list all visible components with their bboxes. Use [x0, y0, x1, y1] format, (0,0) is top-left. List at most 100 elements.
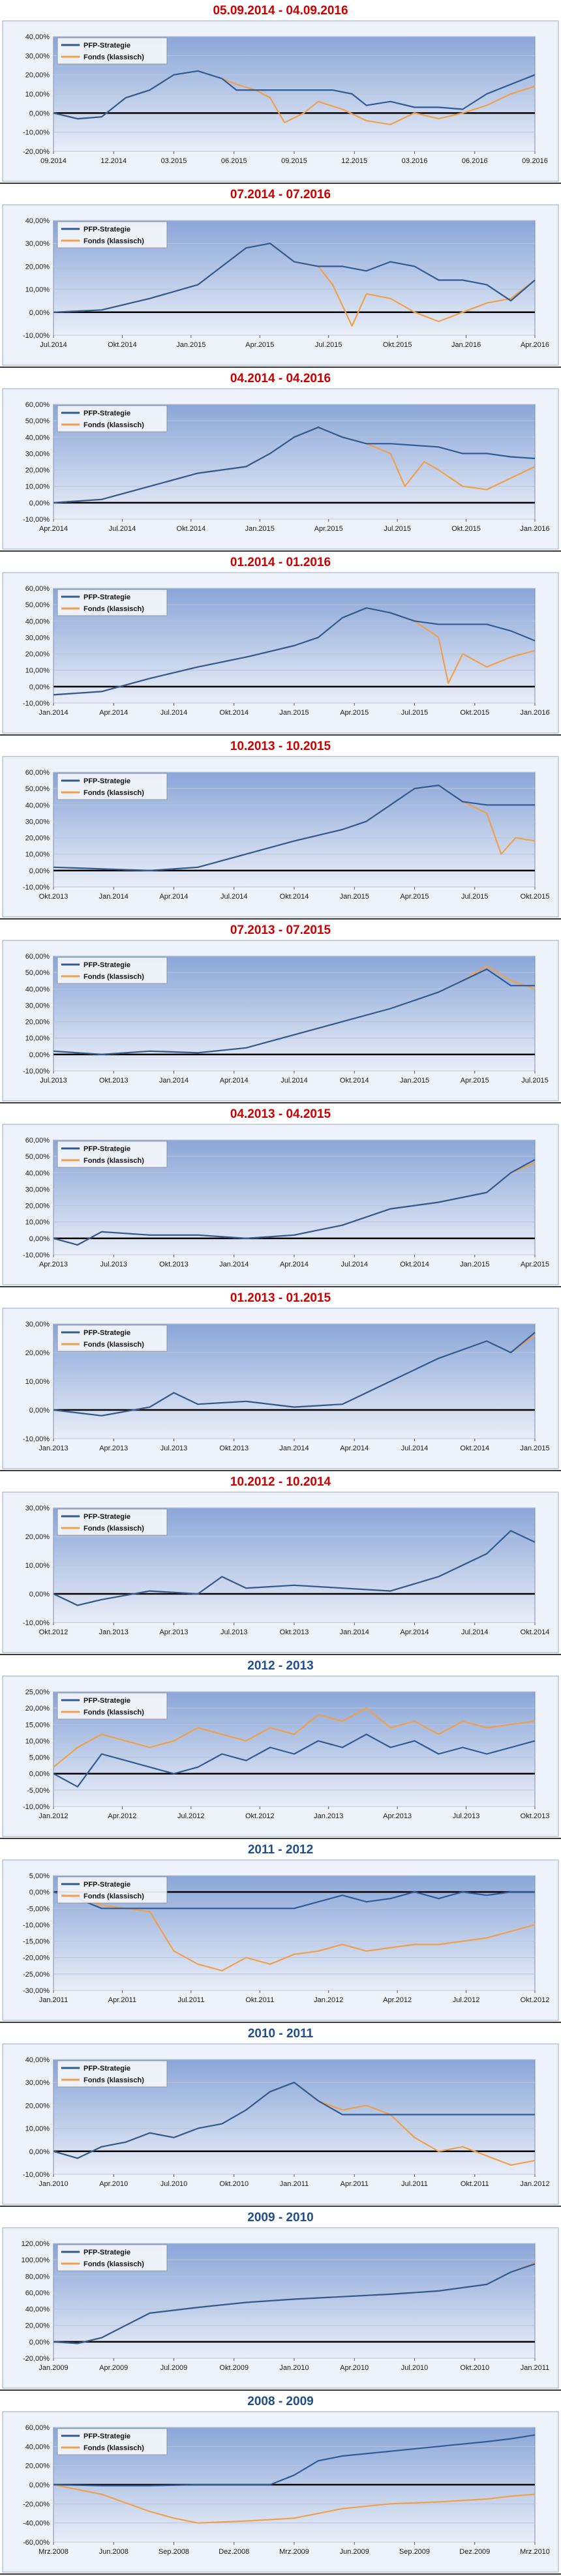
- x-tick-label: Okt.2013: [521, 1812, 550, 1820]
- x-tick-label: Apr.2015: [461, 1077, 489, 1085]
- legend: PFP-Strategie Fonds (klassisch): [57, 2428, 168, 2455]
- y-tick-label: 5,00%: [29, 1754, 50, 1762]
- x-tick-label: 09.2016: [522, 157, 548, 165]
- x-tick-label: Okt.2010: [219, 2180, 249, 2188]
- y-tick-label: 15,00%: [25, 1721, 50, 1729]
- y-tick-label: 30,00%: [25, 2079, 50, 2087]
- chart-svg: -10,00% 0,00% 10,00% 20,00% 30,00% 40,00% 50,0…: [2, 1124, 559, 1285]
- y-tick-label: 20,00%: [25, 1705, 50, 1713]
- y-tick-label: 20,00%: [25, 263, 50, 271]
- chart-panel: 04.2013 - 04.2015 -10,00% 0,00% 10,00% 20,00…: [0, 1103, 561, 1287]
- x-tick-label: Okt.2011: [461, 2180, 489, 2188]
- x-tick-label: Apr.2009: [99, 2364, 128, 2372]
- chart-svg: -10,00% -5,00% 0,00% 5,00% 10,00% 15,00% 20,00…: [2, 1675, 559, 1837]
- x-tick-label: Okt.2013: [159, 1261, 189, 1268]
- y-tick-label: 60,00%: [25, 953, 50, 961]
- chart-title: 07.2013 - 07.2015: [230, 923, 331, 937]
- y-tick-label: 20,00%: [25, 72, 50, 80]
- x-tick-label: 12.2015: [341, 157, 367, 165]
- legend: PFP-Strategie Fonds (klassisch): [57, 2244, 168, 2271]
- y-tick-label: 40,00%: [25, 801, 50, 809]
- legend-label-strategy: PFP-Strategie: [83, 1145, 130, 1153]
- y-tick-label: 10,00%: [25, 483, 50, 491]
- y-tick-label: -10,00%: [23, 1435, 50, 1443]
- series-line-strategy: [53, 1530, 536, 1606]
- panel-divider: [0, 2206, 561, 2207]
- x-tick-label: Jan.2015: [176, 341, 205, 349]
- x-tick-label: Apr.2010: [340, 2364, 369, 2372]
- legend-label-strategy: PFP-Strategie: [83, 1329, 130, 1337]
- legend-label-fonds: Fonds (klassisch): [83, 53, 144, 61]
- x-tick-label: Okt.2012: [521, 1996, 550, 2004]
- y-tick-label: 30,00%: [25, 240, 50, 248]
- y-tick-label: 40,00%: [25, 217, 50, 225]
- y-tick-label: 10,00%: [25, 1562, 50, 1570]
- legend-label-strategy: PFP-Strategie: [83, 2433, 130, 2440]
- x-tick-label: Apr.2011: [108, 1996, 136, 2004]
- y-tick-label: 20,00%: [25, 651, 50, 659]
- y-tick-label: 0,00%: [29, 309, 50, 317]
- y-tick-label: 0,00%: [29, 1889, 50, 1896]
- panel-divider: [0, 918, 561, 920]
- x-tick-label: Apr.2013: [383, 1812, 412, 1820]
- y-tick-label: 5,00%: [29, 1872, 50, 1880]
- chart-svg: -10,00% 0,00% 10,00% 20,00% 30,00% 40,00% Jul.…: [2, 204, 559, 366]
- x-tick-label: Jul.2014: [280, 1077, 308, 1085]
- x-tick-label: Apr.2016: [521, 341, 549, 349]
- y-tick-label: 10,00%: [25, 286, 50, 294]
- x-tick-label: Apr.2014: [159, 893, 188, 901]
- chart-svg: -30,00% -25,00% -20,00% -15,00% -10,00% -5,00…: [2, 1859, 559, 2021]
- x-tick-label: Apr.2015: [340, 709, 369, 717]
- legend-label-strategy: PFP-Strategie: [83, 593, 130, 601]
- chart-title: 2011 - 2012: [247, 1843, 314, 1857]
- series-line-fonds: [53, 1891, 536, 1971]
- y-tick-label: 0,00%: [29, 1051, 50, 1059]
- x-tick-label: Jul.2015: [315, 341, 342, 349]
- series-line-strategy: [53, 968, 535, 1055]
- x-tick-label: Apr.2014: [39, 525, 68, 533]
- panel-divider: [0, 1654, 561, 1655]
- chart-title: 07.2014 - 07.2016: [230, 188, 331, 202]
- x-tick-label: Apr.2013: [99, 1445, 128, 1452]
- x-tick-label: Okt.2009: [219, 2364, 249, 2372]
- x-tick-label: Okt.2013: [99, 1077, 129, 1085]
- x-tick-label: Jan.2012: [314, 1996, 343, 2004]
- x-tick-label: Apr.2015: [400, 893, 429, 901]
- chart-svg: -10,00% 0,00% 10,00% 20,00% 30,00% 40,00% 50,0…: [2, 572, 559, 734]
- y-tick-label: 20,00%: [25, 2102, 50, 2110]
- y-tick-label: 50,00%: [25, 1153, 50, 1161]
- x-tick-label: Jul.2014: [461, 1628, 489, 1636]
- y-tick-label: 40,00%: [25, 985, 50, 993]
- y-tick-label: 0,00%: [29, 1407, 50, 1415]
- x-tick-label: Jan.2013: [99, 1628, 129, 1636]
- y-tick-label: -20,00%: [23, 1954, 50, 1962]
- legend-label-fonds: Fonds (klassisch): [83, 2260, 144, 2268]
- legend: PFP-Strategie Fonds (klassisch): [57, 773, 168, 800]
- x-tick-label: Apr.2015: [314, 525, 343, 533]
- y-tick-label: 80,00%: [25, 2273, 50, 2281]
- x-tick-label: Jan.2009: [38, 2364, 68, 2372]
- y-tick-label: 40,00%: [25, 2056, 50, 2064]
- y-tick-label: 10,00%: [25, 1737, 50, 1745]
- x-tick-label: Jun.2008: [99, 2548, 129, 2556]
- x-tick-label: Jan.2015: [245, 525, 275, 533]
- series-line-strategy: [53, 1733, 536, 1788]
- chart-panel: 2011 - 2012 -30,00% -25,00% -20,00% -15,00% -…: [0, 1839, 561, 2023]
- x-tick-label: Apr.2014: [400, 1628, 429, 1636]
- x-tick-label: Jul.2015: [384, 525, 411, 533]
- y-tick-label: 20,00%: [25, 2463, 50, 2470]
- y-tick-label: 0,00%: [29, 683, 50, 691]
- chart-title: 2009 - 2010: [247, 2211, 314, 2224]
- x-tick-label: Jan.2015: [340, 893, 369, 901]
- legend-label-strategy: PFP-Strategie: [83, 1697, 130, 1705]
- x-tick-label: Jul.2014: [109, 525, 136, 533]
- y-tick-label: 60,00%: [25, 2424, 50, 2432]
- y-tick-label: 40,00%: [25, 1169, 50, 1177]
- y-tick-label: 60,00%: [25, 2289, 50, 2297]
- x-tick-label: Apr.2011: [341, 2180, 369, 2188]
- x-tick-label: Jan.2014: [219, 1261, 249, 1268]
- y-tick-label: 25,00%: [25, 1688, 50, 1696]
- chart-panel: 10.2013 - 10.2015 -10,00% 0,00% 10,00% 20,00…: [0, 736, 561, 920]
- series-line-strategy: [53, 1159, 536, 1246]
- legend-box: [57, 37, 168, 65]
